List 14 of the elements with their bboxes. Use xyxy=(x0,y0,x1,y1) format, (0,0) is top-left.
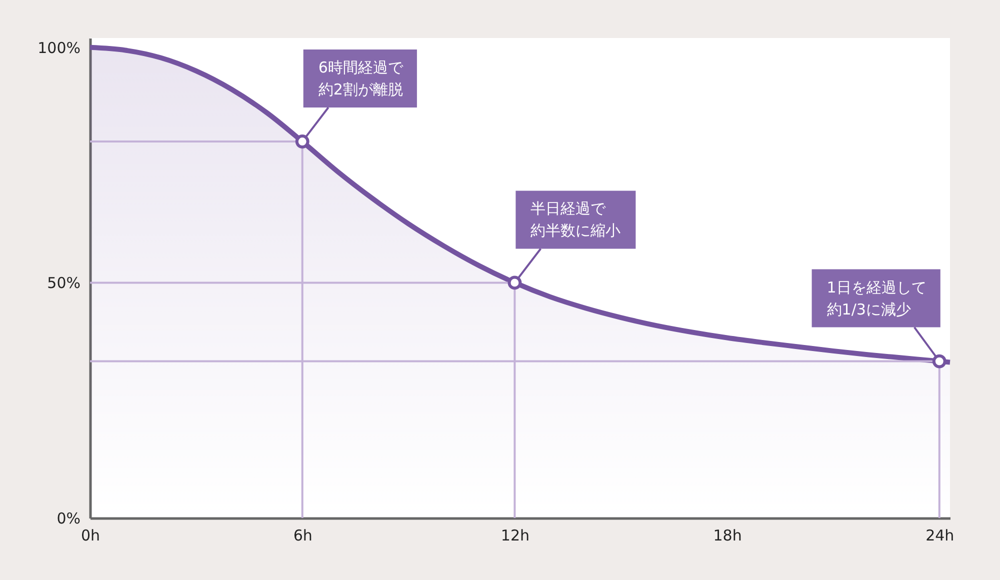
point xyxy=(932,354,946,368)
x-tick-label: 18h xyxy=(713,526,742,544)
annotation: 6時間経過で約2割が離脱 xyxy=(318,58,404,99)
point xyxy=(508,276,522,290)
x-tick-label: 24h xyxy=(926,526,954,544)
y-tick-label: 0% xyxy=(56,510,80,528)
x-tick-label: 0h xyxy=(80,526,100,544)
x-tick-label: 12h xyxy=(500,526,530,544)
y-tick-label: 50% xyxy=(47,274,80,292)
y-tick-label: 100% xyxy=(38,38,80,57)
x-tick-label: 6h xyxy=(293,526,312,544)
annotation: 半日経過で約半数に縮小 xyxy=(530,200,621,240)
annotation: 1日を経過して約1/3に減少 xyxy=(826,278,926,318)
point xyxy=(295,134,310,148)
